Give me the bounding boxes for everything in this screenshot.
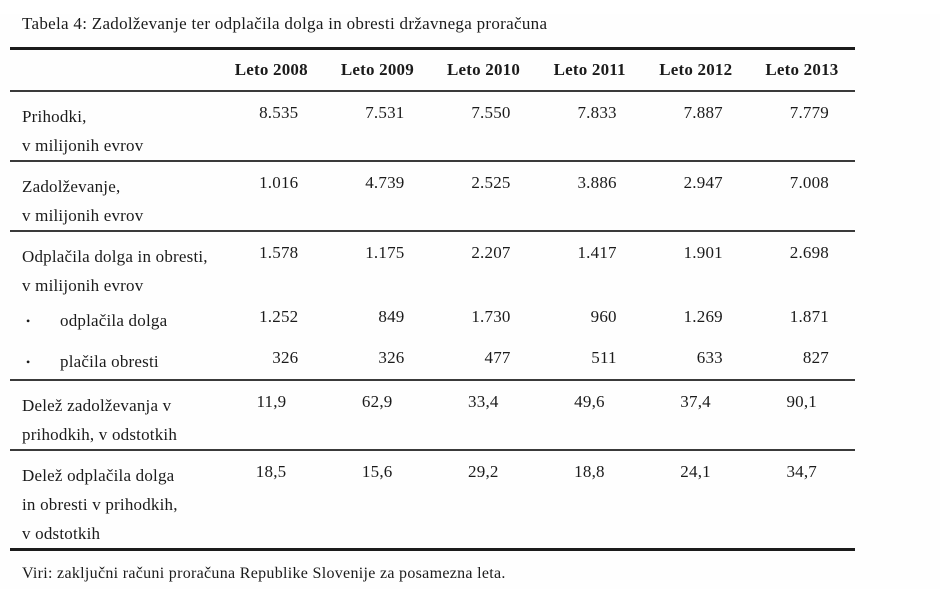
value-cell: 326 bbox=[272, 347, 299, 367]
row-label-line: Zadolževanje, bbox=[22, 176, 121, 196]
row-label-line: v odstotkih bbox=[22, 523, 101, 543]
row-label-line: in obresti v prihodkih, bbox=[22, 494, 178, 514]
value-cell: 1.175 bbox=[365, 242, 405, 262]
source-note: Viri: zaključni računi proračuna Republi… bbox=[22, 564, 506, 582]
table-row-placila-obresti: • plačila obresti 326 326 477 511 633 827 bbox=[10, 341, 855, 380]
value-cell: 33,4 bbox=[468, 391, 499, 411]
value-cell: 49,6 bbox=[574, 391, 605, 411]
row-label-line: v milijonih evrov bbox=[22, 135, 144, 155]
value-cell: 849 bbox=[378, 306, 405, 326]
value-cell: 2.698 bbox=[789, 242, 829, 262]
table-caption: Tabela 4: Zadolževanje ter odplačila dol… bbox=[22, 14, 548, 33]
value-cell: 511 bbox=[591, 347, 617, 367]
value-cell: 24,1 bbox=[680, 461, 711, 481]
value-cell: 1.578 bbox=[259, 242, 299, 262]
value-cell: 1.871 bbox=[789, 306, 829, 326]
table-row-delez-zadolzevanja: Delež zadolževanja v prihodkih, v odstot… bbox=[10, 380, 855, 450]
budget-table: Leto 2008 Leto 2009 Leto 2010 Leto 2011 … bbox=[10, 47, 855, 551]
value-cell: 2.207 bbox=[471, 242, 511, 262]
value-cell: 326 bbox=[378, 347, 405, 367]
table-row-prihodki: Prihodki, v milijonih evrov 8.535 7.531 … bbox=[10, 91, 855, 161]
year-header-2013: Leto 2013 bbox=[765, 59, 839, 79]
row-label: • plačila obresti bbox=[10, 341, 218, 380]
value-cell: 7.833 bbox=[577, 102, 617, 122]
value-cell: 29,2 bbox=[468, 461, 499, 481]
value-cell: 7.779 bbox=[789, 102, 829, 122]
value-cell: 477 bbox=[484, 347, 511, 367]
year-header-2012: Leto 2012 bbox=[659, 59, 733, 79]
value-cell: 2.525 bbox=[471, 172, 511, 192]
value-cell: 3.886 bbox=[577, 172, 617, 192]
row-label: Prihodki, v milijonih evrov bbox=[10, 91, 218, 161]
value-cell: 2.947 bbox=[683, 172, 723, 192]
value-cell: 633 bbox=[696, 347, 723, 367]
value-cell: 4.739 bbox=[365, 172, 405, 192]
value-cell: 1.417 bbox=[577, 242, 617, 262]
value-cell: 827 bbox=[802, 347, 829, 367]
bullet-icon: • bbox=[26, 313, 31, 328]
value-cell: 960 bbox=[590, 306, 617, 326]
row-label-line: Delež zadolževanja v bbox=[22, 395, 172, 415]
row-label: Delež zadolževanja v prihodkih, v odstot… bbox=[10, 380, 218, 450]
value-cell: 7.531 bbox=[365, 102, 405, 122]
value-cell: 37,4 bbox=[680, 391, 711, 411]
value-cell: 62,9 bbox=[361, 391, 393, 411]
row-label-line: prihodkih, v odstotkih bbox=[22, 424, 178, 444]
row-label-line: Delež odplačila dolga bbox=[22, 465, 175, 485]
row-label-line: v milijonih evrov bbox=[22, 205, 144, 225]
value-cell: 1.269 bbox=[683, 306, 723, 326]
corner-cell bbox=[10, 49, 218, 91]
value-cell: 90,1 bbox=[786, 391, 817, 411]
value-cell: 34,7 bbox=[786, 461, 817, 481]
value-cell: 15,6 bbox=[361, 461, 393, 481]
row-label-line: Prihodki, bbox=[22, 106, 87, 126]
row-label: Delež odplačila dolga in obresti v priho… bbox=[10, 450, 218, 550]
row-label: Zadolževanje, v milijonih evrov bbox=[10, 161, 218, 231]
row-label-line: odplačila dolga bbox=[60, 310, 168, 330]
year-header-2011: Leto 2011 bbox=[553, 59, 626, 79]
value-cell: 8.535 bbox=[259, 102, 299, 122]
table-row-zadolzevanje: Zadolževanje, v milijonih evrov 1.016 4.… bbox=[10, 161, 855, 231]
row-label-line: v milijonih evrov bbox=[22, 275, 144, 295]
value-cell: 1.016 bbox=[259, 172, 299, 192]
value-cell: 11,9 bbox=[256, 391, 287, 411]
year-header-2009: Leto 2009 bbox=[340, 59, 414, 79]
table-row-odplacila-skupaj: Odplačila dolga in obresti, v milijonih … bbox=[10, 231, 855, 300]
row-label-line: Odplačila dolga in obresti, bbox=[22, 246, 208, 266]
value-cell: 18,5 bbox=[255, 461, 287, 481]
value-cell: 7.550 bbox=[471, 102, 511, 122]
year-header-2008: Leto 2008 bbox=[234, 59, 308, 79]
value-cell: 1.730 bbox=[471, 306, 511, 326]
table-row-odplacila-dolga: • odplačila dolga 1.252 849 1.730 960 1.2… bbox=[10, 300, 855, 341]
table-row-delez-odplacil: Delež odplačila dolga in obresti v priho… bbox=[10, 450, 855, 550]
value-cell: 18,8 bbox=[574, 461, 605, 481]
header-row: Leto 2008 Leto 2009 Leto 2010 Leto 2011 … bbox=[10, 48, 855, 91]
value-cell: 1.252 bbox=[259, 306, 299, 326]
bullet-icon: • bbox=[26, 354, 31, 369]
document-page: Tabela 4: Zadolževanje ter odplačila dol… bbox=[0, 14, 940, 589]
value-cell: 1.901 bbox=[683, 242, 723, 262]
value-cell: 7.887 bbox=[683, 102, 723, 122]
row-label-line: plačila obresti bbox=[60, 351, 159, 371]
row-label: Odplačila dolga in obresti, v milijonih … bbox=[10, 231, 218, 300]
row-label: • odplačila dolga bbox=[10, 300, 218, 341]
value-cell: 7.008 bbox=[789, 172, 829, 192]
year-header-2010: Leto 2010 bbox=[446, 59, 521, 79]
